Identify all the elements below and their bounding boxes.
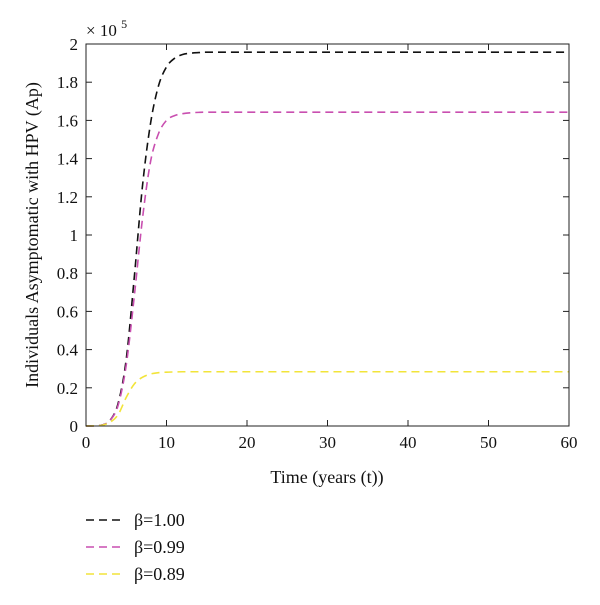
y-tick-label: 1.2 [57,188,78,207]
legend-label-1: β=1.00 [134,510,185,530]
legend: β=1.00 β=0.99 β=0.89 [86,510,185,584]
y-tick-label: 0.4 [57,341,79,360]
y-tick-label: 1.8 [57,73,78,92]
y-axis-title: Individuals Asymptomatic with HPV (Ap) [22,82,43,388]
y-tick-label: 0.6 [57,302,78,321]
y-axis-multiplier: × 10 5 [86,17,127,40]
x-tick-label: 20 [239,433,256,452]
y-tick-label: 0.8 [57,264,78,283]
x-tick-label: 40 [400,433,417,452]
x-tick-label: 10 [158,433,175,452]
y-tick-label: 2 [70,35,79,54]
legend-label-3: β=0.89 [134,564,185,584]
series-line-3 [85,370,569,427]
y-tick-label: 1.6 [57,111,78,130]
y-tick-label: 1 [70,226,79,245]
x-tick-label: 50 [480,433,497,452]
legend-label-2: β=0.99 [134,537,185,557]
plot-background [86,44,569,426]
y-tick-label: 0 [70,417,79,436]
series-line-2 [85,111,569,427]
y-tick-label: 0.2 [57,379,78,398]
y-tick-label: 1.4 [57,150,79,169]
x-tick-label: 30 [319,433,336,452]
plot-frame [85,43,570,427]
y-axis-multiplier-exponent: 5 [121,17,127,31]
x-tick-label: 60 [561,433,578,452]
y-axis-multiplier-base: × 10 [86,21,117,40]
x-tick-label: 0 [82,433,91,452]
x-axis-title: Time (years (t)) [270,467,383,488]
